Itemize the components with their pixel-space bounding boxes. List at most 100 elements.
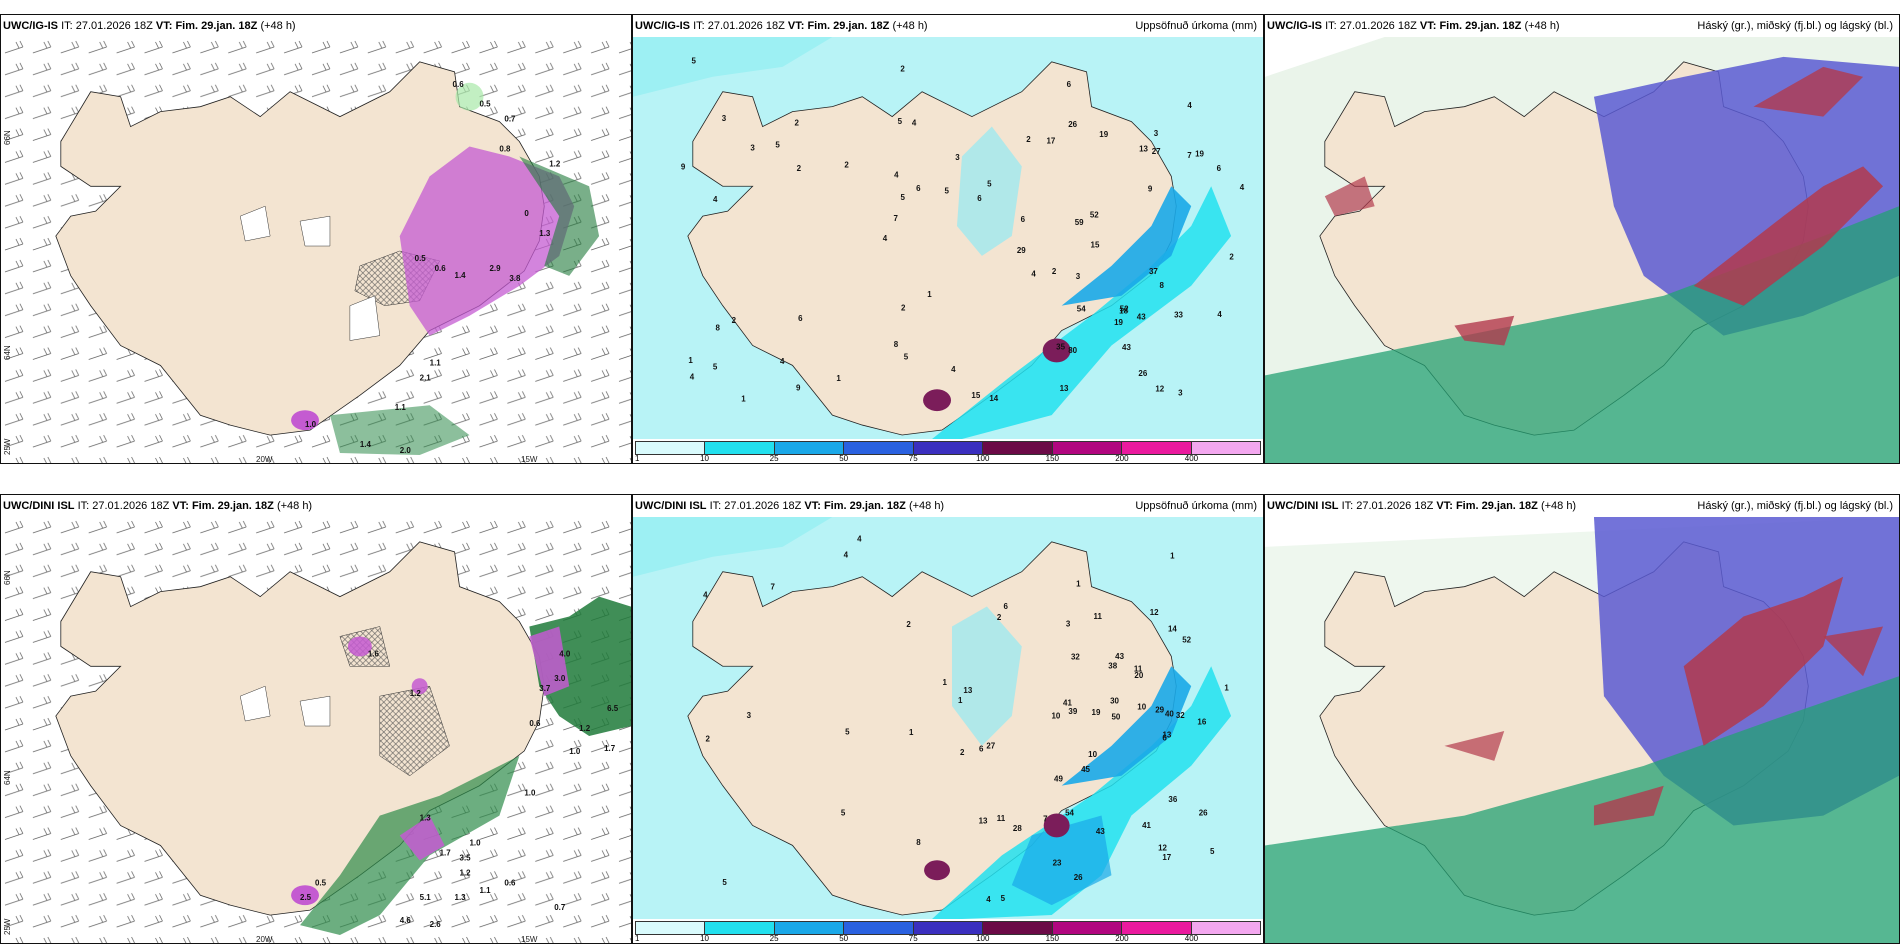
panel-header: UWC/IG-IS IT: 27.01.2026 18Z VT: Fim. 29… — [633, 15, 1263, 37]
snow-number: 1.7 — [440, 848, 452, 857]
precip-number: 16 — [1197, 717, 1206, 726]
snow-number: 2.0 — [400, 446, 412, 455]
snow-number: 1.1 — [395, 403, 407, 412]
precip-peak-eyjafjalla — [924, 860, 950, 881]
cloud-map — [1265, 37, 1899, 463]
precip-number: 5 — [901, 193, 906, 202]
lon-label-20: 20W — [256, 935, 273, 944]
snow-number: 1.2 — [460, 868, 472, 877]
lat-label-64: 64N — [3, 770, 12, 785]
precip-number: 4 — [986, 895, 991, 904]
snow-number: 0.5 — [315, 878, 327, 887]
precip-number: 3 — [722, 114, 727, 123]
precip-number: 15 — [1091, 240, 1100, 249]
lon-label-20: 20W — [256, 455, 273, 464]
precip-number: 38 — [1108, 661, 1117, 670]
lat-label-66: 66N — [3, 570, 12, 585]
colorbar-swatch — [844, 442, 914, 454]
precip-number: 7 — [770, 583, 775, 592]
precip-number: 37 — [1149, 267, 1158, 276]
snow-number: 0.7 — [504, 115, 516, 124]
precip-interior — [956, 126, 1022, 256]
glacier-hofsjokull — [299, 695, 331, 727]
precip-number: 29 — [1155, 705, 1164, 714]
precip-number: 54 — [1065, 809, 1074, 818]
precip-number: 8 — [894, 340, 899, 349]
precip-number: 13 — [963, 686, 972, 695]
row1-snow-wind-panel: UWC/IG-IS IT: 27.01.2026 18Z VT: Fim. 29… — [0, 14, 632, 464]
precip-southeast — [932, 666, 1232, 919]
precip-number: 32 — [1176, 711, 1185, 720]
snow-east-dark — [519, 156, 600, 276]
snow-number: 0.6 — [453, 80, 465, 89]
precip-number: 2 — [797, 164, 802, 173]
snow-number: 1.1 — [430, 358, 442, 367]
precip-number: 1 — [836, 374, 841, 383]
precip-number: 5 — [713, 362, 718, 371]
snow-number: 1.4 — [360, 440, 372, 449]
precip-number: 2 — [1229, 252, 1234, 261]
precip-number: 4 — [713, 195, 718, 204]
precip-number: 10 — [1088, 750, 1097, 759]
snow-number: 4.6 — [400, 916, 412, 925]
precip-number: 5 — [945, 187, 950, 196]
precip-number: 19 — [1092, 708, 1101, 717]
colorbar-swatch — [1122, 922, 1192, 934]
precip-number: 40 — [1165, 710, 1174, 719]
precip-number: 43 — [1096, 827, 1105, 836]
precip-number: 2 — [1052, 267, 1057, 276]
precip-number: 6 — [1217, 164, 1222, 173]
colorbar-swatches — [635, 441, 1261, 455]
cloud-map — [1265, 517, 1899, 943]
precip-number: 10 — [1051, 712, 1060, 721]
precip-number: 20 — [1134, 671, 1143, 680]
lon-label-25: 25W — [3, 438, 12, 455]
snow-southwest — [291, 410, 319, 431]
precip-number: 2 — [1026, 135, 1031, 144]
precip-number: 13 — [1139, 145, 1148, 154]
precip-number: 6 — [979, 744, 984, 753]
colorbar-swatch — [1052, 442, 1123, 454]
precip-number: 39 — [1068, 707, 1077, 716]
precip-number: 19 — [1114, 318, 1123, 327]
glacier-hofsjokull — [299, 215, 331, 247]
precip-number: 59 — [1075, 218, 1084, 227]
precip-number: 5 — [1210, 847, 1215, 856]
precip-number: 11 — [1094, 612, 1103, 621]
precip-number: 6 — [1004, 602, 1009, 611]
snow-number: 1.3 — [539, 229, 551, 238]
precip-number: 43 — [1137, 313, 1146, 322]
precip-number: 3 — [747, 711, 752, 720]
colorbar-tick: 400 — [1184, 454, 1199, 463]
precip-number: 5 — [1001, 894, 1006, 903]
precip-number: 28 — [1013, 824, 1022, 833]
precip-number: 6 — [1021, 215, 1026, 224]
precip-number: 4 — [1031, 270, 1036, 279]
precip-number: 4 — [894, 170, 899, 179]
colorbar-ticks: 1 10 25 50 75 100 150 200 400 — [635, 454, 1261, 463]
lat-label-64: 64N — [3, 345, 12, 360]
precip-number: 5 — [692, 57, 697, 66]
precip-number: 6 — [977, 194, 982, 203]
snow-number: 1.0 — [524, 789, 536, 798]
precip-number: 29 — [1017, 246, 1026, 255]
snow-number: 1.0 — [569, 747, 581, 756]
panel-header: UWC/DINI ISL IT: 27.01.2026 18Z VT: Fim.… — [1, 495, 631, 517]
row1-precip-panel: UWC/IG-IS IT: 27.01.2026 18Z VT: Fim. 29… — [632, 14, 1264, 464]
colorbar-tick: 100 — [976, 454, 990, 463]
colorbar-tick: 25 — [769, 454, 779, 463]
precip-number: 9 — [796, 384, 801, 393]
colorbar-swatch — [844, 922, 914, 934]
colorbar: 1 10 25 50 75 100 150 200 400 — [633, 919, 1263, 943]
precip-number: 30 — [1110, 696, 1119, 705]
precip-number: 5 — [775, 140, 780, 149]
snow-southwest — [291, 885, 319, 906]
row2-cloud-panel: UWC/DINI ISL IT: 27.01.2026 18Z VT: Fim.… — [1264, 494, 1900, 944]
colorbar-tick: 75 — [908, 454, 918, 463]
snow-number: 0.6 — [504, 878, 516, 887]
snow-number: 5.1 — [420, 893, 432, 902]
precip-number: 10 — [1137, 702, 1146, 711]
precip-map: 4 1 1 1 6 3 4 3 2 2 1 5 4 5 4 5 8 12 10 45 39 27 16 32 49 41 50 40 3… — [633, 517, 1263, 919]
precip-number: 13 — [1163, 731, 1172, 740]
precip-number: 13 — [1060, 384, 1069, 393]
